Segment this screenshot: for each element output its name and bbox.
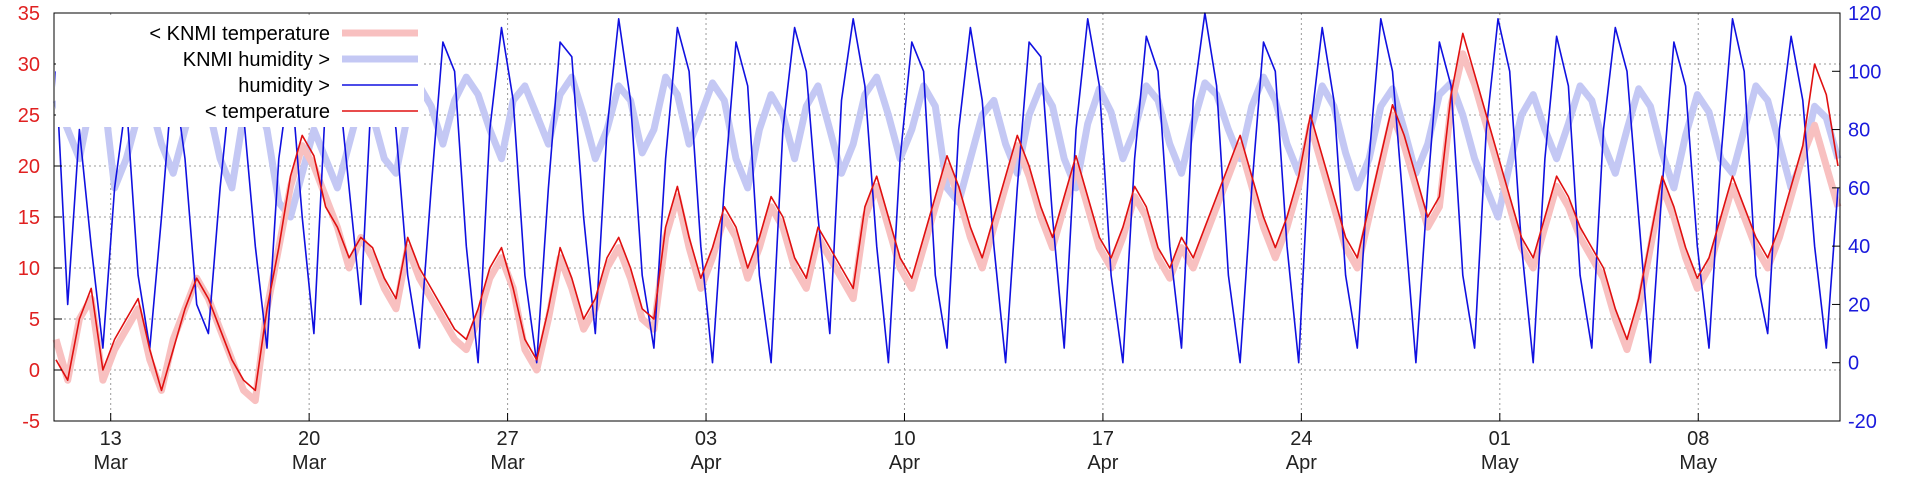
y-left-tick-label: 25 <box>18 105 40 127</box>
x-tick-month: May <box>1481 452 1519 474</box>
series-layer <box>52 12 1842 405</box>
x-tick-month: Apr <box>690 452 721 474</box>
series-line-humidity <box>55 12 1839 364</box>
y-right-tick-label: 0 <box>1848 353 1859 375</box>
legend-label: < KNMI temperature <box>149 23 330 45</box>
series-line-temperature <box>55 32 1839 392</box>
x-tick-month: Mar <box>93 452 128 474</box>
x-tick-month: Apr <box>1087 452 1118 474</box>
x-tick-month: Apr <box>1286 452 1317 474</box>
legend: < KNMI temperature KNMI humidity > humidit… <box>56 15 424 127</box>
x-tick-day: 10 <box>893 428 915 450</box>
y-left-tick-label: 5 <box>29 309 40 331</box>
x-tick-day: 01 <box>1489 428 1511 450</box>
x-tick-day: 17 <box>1092 428 1114 450</box>
x-tick-month: May <box>1679 452 1717 474</box>
y-left-tick-label: 0 <box>29 360 40 382</box>
y-left-tick-label: -5 <box>22 411 40 433</box>
y-right-tick-label: 40 <box>1848 236 1870 258</box>
y-left-tick-label: 20 <box>18 156 40 178</box>
x-tick-day: 24 <box>1290 428 1312 450</box>
y-left-tick-label: 15 <box>18 207 40 229</box>
y-right-tick-label: 120 <box>1848 3 1881 25</box>
x-tick-month: Mar <box>292 452 327 474</box>
y-left-tick-label: 10 <box>18 258 40 280</box>
series-line-knmi-humidity <box>52 73 1842 221</box>
x-tick-month: Apr <box>889 452 920 474</box>
y-right-tick-label: 20 <box>1848 294 1870 316</box>
y-right-tick-label: 80 <box>1848 120 1870 142</box>
y-right-tick-label: -20 <box>1848 411 1877 433</box>
legend-label: humidity > <box>238 75 330 97</box>
x-tick-day: 27 <box>496 428 518 450</box>
series-line-knmi-temperature <box>52 50 1842 405</box>
x-tick-day: 03 <box>695 428 717 450</box>
x-tick-month: Mar <box>490 452 525 474</box>
y-left-tick-label: 35 <box>18 3 40 25</box>
legend-label: < temperature <box>205 101 330 123</box>
legend-label: KNMI humidity > <box>183 49 330 71</box>
x-tick-day: 20 <box>298 428 320 450</box>
x-tick-day: 08 <box>1687 428 1709 450</box>
y-right-tick-label: 60 <box>1848 178 1870 200</box>
x-tick-day: 13 <box>100 428 122 450</box>
y-right-tick-label: 100 <box>1848 61 1881 83</box>
y-left-tick-label: 30 <box>18 54 40 76</box>
ticks: -505101520253035-2002040608010012013Mar2… <box>18 3 1882 474</box>
